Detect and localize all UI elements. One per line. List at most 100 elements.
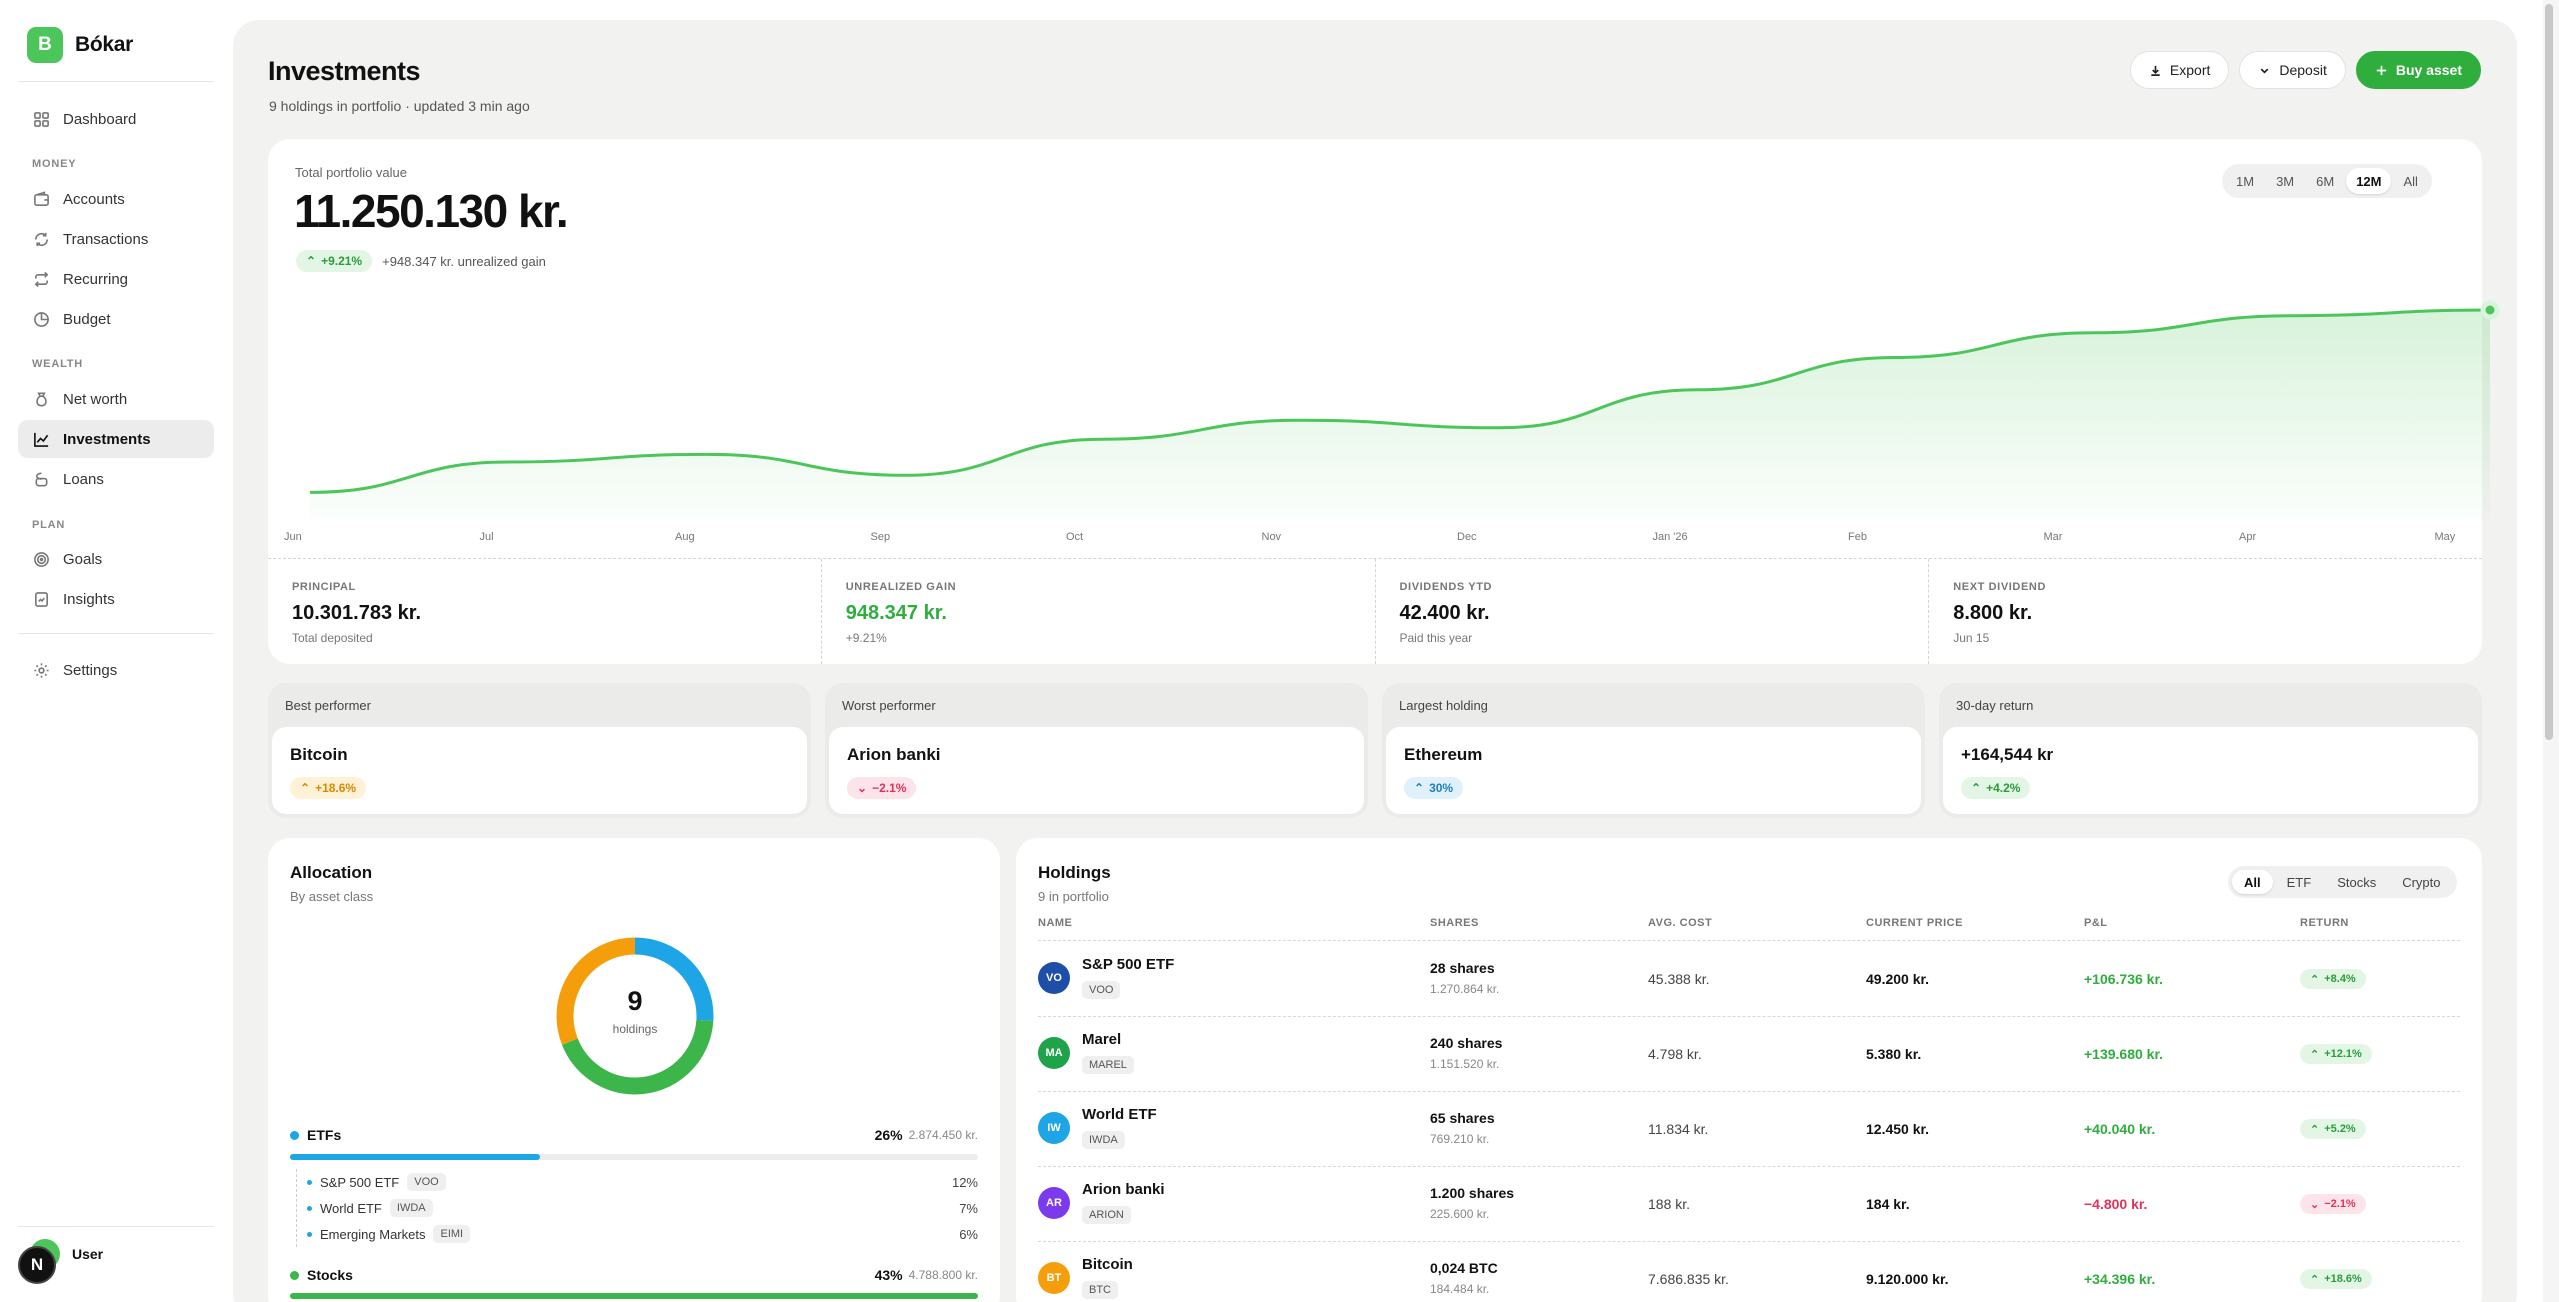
- column-header-shares[interactable]: SHARES: [1430, 917, 1479, 929]
- position-value: 225.600 kr.: [1430, 1207, 1490, 1221]
- sidebar-item-settings[interactable]: Settings: [18, 651, 214, 689]
- holdings-subtitle: 9 in portfolio: [1038, 889, 1109, 904]
- column-header-name[interactable]: NAME: [1038, 917, 1073, 929]
- column-header-return[interactable]: RETURN: [2300, 917, 2349, 929]
- sidebar-item-insights[interactable]: Insights: [18, 580, 214, 618]
- class-amount: 2.874.450 kr.: [908, 1128, 978, 1142]
- return-badge: ⌃ +18.6%: [2300, 1269, 2372, 1289]
- allocation-subtitle: By asset class: [290, 889, 374, 904]
- sidebar-item-transactions[interactable]: Transactions: [18, 220, 214, 258]
- range-1m[interactable]: 1M: [2236, 173, 2255, 189]
- ticker-tag: VOO: [407, 1173, 446, 1191]
- card-body: Bitcoin ⌃ +18.6%: [272, 727, 807, 814]
- column-header-pl[interactable]: P&L: [2084, 917, 2108, 929]
- stat-label: PRINCIPAL: [292, 581, 356, 593]
- current-price: 184 kr.: [1866, 1196, 1910, 1212]
- sidebar-item-investments[interactable]: Investments: [18, 420, 214, 458]
- table-row[interactable]: IW World ETF IWDA 65 shares 769.210 kr. 11.83…: [1038, 1092, 2460, 1167]
- sidebar-item-net-worth[interactable]: Net worth: [18, 380, 214, 418]
- column-header-avg-cost[interactable]: AVG. COST: [1648, 917, 1713, 929]
- filter-stocks[interactable]: Stocks: [2337, 874, 2377, 890]
- brand[interactable]: B Bókar: [27, 27, 133, 63]
- asset-name: S&P 500 ETF: [1082, 956, 1175, 973]
- stat-sub: +9.21%: [845, 631, 887, 645]
- sidebar-item-budget[interactable]: Budget: [18, 300, 214, 338]
- x-tick-label: Apr: [2239, 531, 2257, 543]
- share-badge: ⌃ 30%: [1404, 777, 1464, 799]
- brand-logo: B: [27, 27, 63, 63]
- filter-all[interactable]: All: [2232, 870, 2273, 894]
- x-tick-label: Jan '26: [1652, 531, 1688, 543]
- deposit-button[interactable]: Deposit: [2239, 51, 2346, 89]
- pie-icon: [32, 310, 50, 328]
- return-badge: ⌃ +4.2%: [1961, 777, 2031, 799]
- range-12m[interactable]: 12M: [2346, 168, 2392, 194]
- sidebar-item-label: Goals: [63, 550, 103, 568]
- column-header-current-price[interactable]: CURRENT PRICE: [1866, 917, 1963, 929]
- best-performer-card[interactable]: Best performer Bitcoin ⌃ +18.6%: [268, 683, 811, 818]
- buy-asset-button[interactable]: Buy asset: [2355, 51, 2481, 89]
- stat-sub: Jun 15: [1953, 631, 1990, 645]
- bag-icon: [32, 390, 50, 408]
- allocation-card: [268, 838, 1000, 1302]
- card-body: Arion banki ⌄ −2.1%: [829, 727, 1364, 814]
- asset-avatar: AR: [1038, 1187, 1070, 1219]
- holdings-count-label: holdings: [612, 1022, 658, 1036]
- range-selector: 1M 3M 6M 12M All: [2222, 164, 2432, 198]
- x-tick-label: Feb: [1848, 531, 1867, 543]
- allocation-class-etfs[interactable]: ETFs 26% 2.874.450 kr.: [290, 1127, 978, 1143]
- sidebar-item-accounts[interactable]: Accounts: [18, 180, 214, 218]
- x-tick-label: Nov: [1261, 531, 1282, 543]
- arrow-down-icon: ⌄: [857, 781, 868, 795]
- section-label-wealth: WEALTH: [32, 358, 84, 370]
- donut-segment[interactable]: [556, 937, 714, 1095]
- return-badge: ⌄ −2.1%: [847, 777, 917, 799]
- arrow-up-icon: ⌃: [300, 781, 311, 795]
- position-value: 184.484 kr.: [1430, 1282, 1490, 1296]
- buy-asset-label: Buy asset: [2395, 62, 2462, 78]
- sidebar-item-label: Dashboard: [63, 110, 137, 128]
- ticker-tag: MAREL: [1082, 1056, 1134, 1074]
- dev-tools-badge[interactable]: N: [18, 1246, 56, 1284]
- performer-name: Ethereum: [1404, 745, 1483, 764]
- sidebar-item-goals[interactable]: Goals: [18, 540, 214, 578]
- change-text: +948.347 kr. unrealized gain: [382, 253, 546, 269]
- list-item[interactable]: S&P 500 ETF VOO 12%: [297, 1169, 978, 1195]
- stat-label: NEXT DIVIDEND: [1953, 581, 2047, 593]
- worst-performer-card[interactable]: Worst performer Arion banki ⌄ −2.1%: [825, 683, 1368, 818]
- chart-icon: [32, 430, 50, 448]
- export-button[interactable]: Export: [2129, 51, 2230, 89]
- filter-crypto[interactable]: Crypto: [2402, 874, 2441, 890]
- table-row[interactable]: BT Bitcoin BTC 0,024 BTC 184.484 kr. 7.686.83…: [1038, 1242, 2460, 1302]
- badge-value: +8.4%: [2324, 973, 2356, 985]
- thirty-day-return-card[interactable]: 30-day return +164,544 kr ⌃ +4.2%: [1939, 683, 2482, 818]
- refresh-icon: [32, 230, 50, 248]
- ticker-tag: BTC: [1082, 1281, 1118, 1299]
- donut-segment[interactable]: [556, 937, 714, 1095]
- stat-sub: Paid this year: [1399, 631, 1473, 645]
- sidebar-item-recurring[interactable]: Recurring: [18, 260, 214, 298]
- ticker-tag: ARION: [1082, 1206, 1131, 1224]
- shares-count: 0,024 BTC: [1430, 1260, 1498, 1276]
- wallet-icon: [32, 190, 50, 208]
- sidebar-item-dashboard[interactable]: Dashboard: [18, 100, 214, 138]
- range-all[interactable]: All: [2403, 173, 2418, 189]
- allocation-class-stocks[interactable]: Stocks 43% 4.788.800 kr.: [290, 1267, 978, 1283]
- table-row[interactable]: AR Arion banki ARION 1.200 shares 225.600 kr…: [1038, 1167, 2460, 1242]
- ticker-tag: IWDA: [1082, 1131, 1125, 1149]
- list-item[interactable]: World ETF IWDA 7%: [297, 1195, 978, 1221]
- range-3m[interactable]: 3M: [2276, 173, 2295, 189]
- list-item[interactable]: Emerging Markets EIMI 6%: [297, 1221, 978, 1247]
- filter-etf[interactable]: ETF: [2286, 874, 2312, 890]
- coins-icon: [32, 470, 50, 488]
- largest-holding-card[interactable]: Largest holding Ethereum ⌃ 30%: [1382, 683, 1925, 818]
- allocation-title: Allocation: [290, 863, 373, 882]
- sidebar-item-loans[interactable]: Loans: [18, 460, 214, 498]
- table-row[interactable]: MA Marel MAREL 240 shares 1.151.520 kr. 4.798…: [1038, 1017, 2460, 1092]
- x-tick-label: May: [2434, 531, 2456, 543]
- range-6m[interactable]: 6M: [2316, 173, 2335, 189]
- item-dot: [307, 1205, 312, 1211]
- scrollbar-thumb[interactable]: [2545, 4, 2553, 740]
- item-dot: [307, 1179, 312, 1185]
- table-row[interactable]: VO S&P 500 ETF VOO 28 shares 1.270.864 kr. 45…: [1038, 942, 2460, 1017]
